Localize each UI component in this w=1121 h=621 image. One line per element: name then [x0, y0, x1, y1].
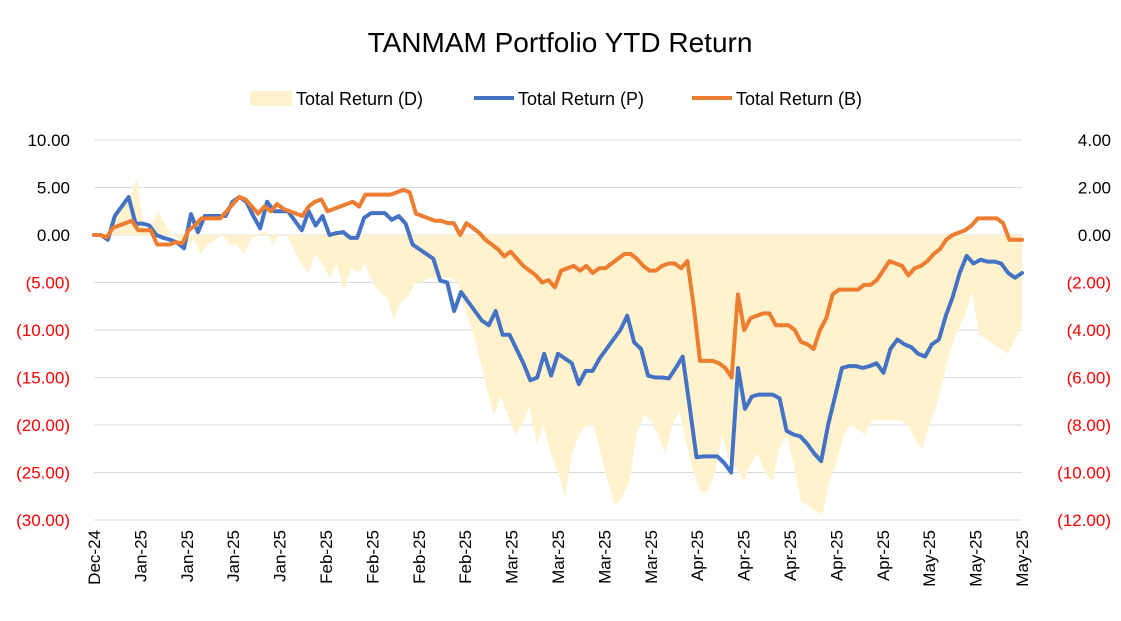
x-tick-label: Jan-25 [131, 530, 150, 582]
x-tick-label: Apr-25 [781, 530, 800, 581]
y-left-tick-label: (5.00) [26, 274, 70, 293]
x-tick-label: Apr-25 [874, 530, 893, 581]
x-tick-label: Apr-25 [827, 530, 846, 581]
x-tick-label: Feb-25 [363, 530, 382, 584]
x-tick-label: Mar-25 [549, 530, 568, 584]
x-axis: Dec-24 Jan-25 Jan-25 Jan-25 Jan-25 Feb-25 Feb-… [85, 530, 1032, 587]
y-left-axis: 10.00 5.00 0.00 (5.00) (10.00) (15.00) (20.00)… [16, 131, 70, 530]
y-right-tick-label: (6.00) [1067, 369, 1111, 388]
y-left-tick-label: 0.00 [37, 226, 70, 245]
legend-label-d: Total Return (D) [296, 89, 423, 109]
y-left-tick-label: 10.00 [27, 131, 70, 150]
line-series [92, 187, 1024, 475]
chart-title: TANMAM Portfolio YTD Return [368, 27, 753, 58]
x-tick-label: Mar-25 [503, 530, 522, 584]
legend-swatch-d [250, 91, 292, 106]
x-tick-label: Apr-25 [688, 530, 707, 581]
x-tick-label: Mar-25 [642, 530, 661, 584]
y-right-tick-label: 2.00 [1078, 179, 1111, 198]
y-left-tick-label: (25.00) [16, 464, 70, 483]
x-tick-label: Feb-25 [410, 530, 429, 584]
x-tick-label: May-25 [967, 530, 986, 587]
chart-legend: Total Return (D) Total Return (P) Total … [250, 89, 862, 109]
y-left-tick-label: (15.00) [16, 369, 70, 388]
x-tick-label: May-25 [920, 530, 939, 587]
y-left-tick-label: 5.00 [37, 179, 70, 198]
y-left-tick-label: (30.00) [16, 511, 70, 530]
legend-label-b: Total Return (B) [736, 89, 862, 109]
x-tick-label: Apr-25 [735, 530, 754, 581]
line-total-return-b [92, 187, 1024, 380]
y-left-tick-label: (20.00) [16, 416, 70, 435]
y-right-tick-label: 0.00 [1078, 226, 1111, 245]
y-right-axis: 4.00 2.00 0.00 (2.00) (4.00) (6.00) (8.00) (10.… [1057, 131, 1111, 530]
line-total-return-p [92, 195, 1024, 475]
x-tick-label: Mar-25 [595, 530, 614, 584]
y-right-tick-label: 4.00 [1078, 131, 1111, 150]
x-tick-label: Feb-25 [456, 530, 475, 584]
x-tick-label: Dec-24 [85, 530, 104, 585]
x-tick-label: May-25 [1013, 530, 1032, 587]
x-tick-label: Jan-25 [178, 530, 197, 582]
y-right-tick-label: (2.00) [1067, 274, 1111, 293]
y-right-tick-label: (8.00) [1067, 416, 1111, 435]
y-left-tick-label: (10.00) [16, 321, 70, 340]
x-tick-label: Jan-25 [224, 530, 243, 582]
y-right-tick-label: (10.00) [1057, 464, 1111, 483]
x-tick-label: Feb-25 [317, 530, 336, 584]
y-right-tick-label: (12.00) [1057, 511, 1111, 530]
x-tick-label: Jan-25 [271, 530, 290, 582]
y-right-tick-label: (4.00) [1067, 321, 1111, 340]
legend-label-p: Total Return (P) [518, 89, 644, 109]
